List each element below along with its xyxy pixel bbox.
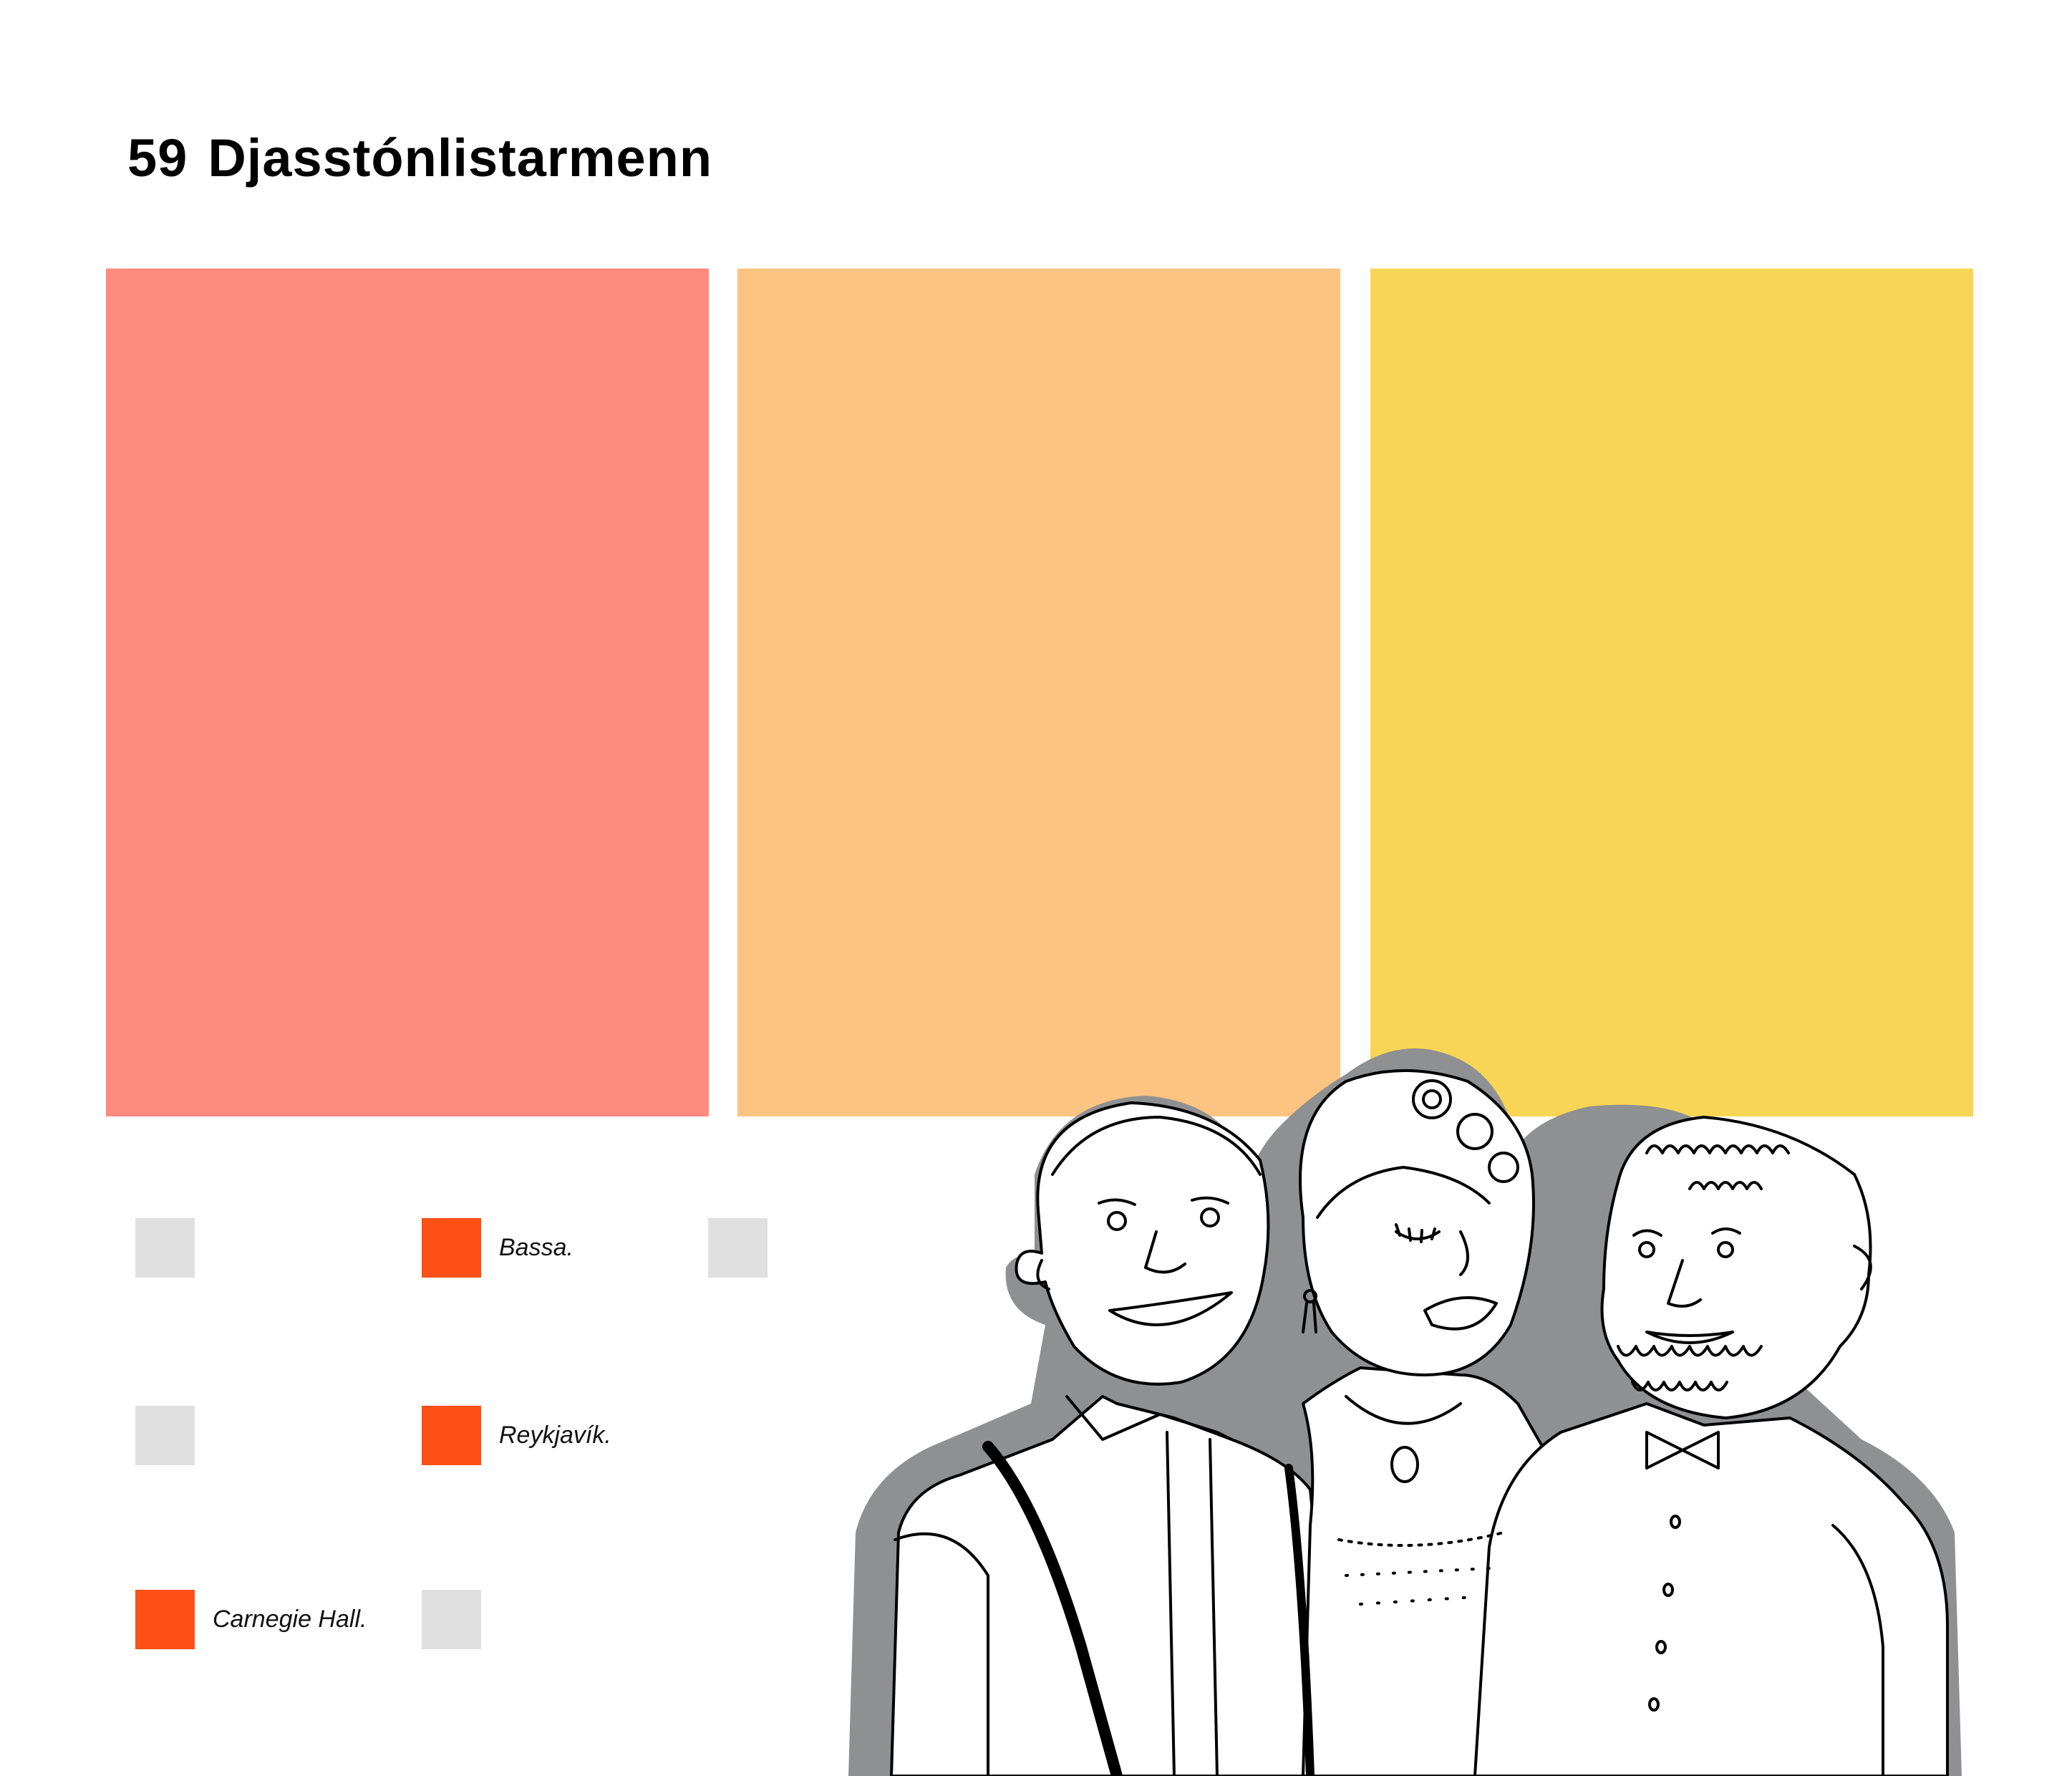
man1-body: [890, 1395, 1340, 1776]
option-checkbox-row1-col1[interactable]: [135, 1218, 195, 1278]
man3-eye-left: [1638, 1241, 1655, 1258]
page-title: 59 Djasstónlistarmenn: [127, 127, 712, 188]
man3-beard: [1617, 1345, 1763, 1357]
woman-earring: [1303, 1289, 1317, 1303]
man3-beard-2: [1631, 1381, 1728, 1391]
woman-pendant: [1390, 1446, 1419, 1483]
man1-ear: [1036, 1259, 1050, 1290]
man3-mouth: [1645, 1331, 1734, 1344]
option-label-reykjavik[interactable]: Reykjavík.: [499, 1422, 611, 1449]
man1-mouth: [1108, 1291, 1233, 1326]
man1-eye-right: [1200, 1207, 1220, 1227]
man3-body: [1473, 1402, 1949, 1776]
option-checkbox-row3-col2[interactable]: [422, 1590, 481, 1649]
man3-button-4: [1648, 1697, 1660, 1712]
man1-collar: [1065, 1395, 1233, 1441]
woman-nose: [1459, 1230, 1469, 1276]
man1-tie: [1166, 1431, 1219, 1776]
man3-hair-curls: [1645, 1144, 1790, 1154]
option-label-carnegie-hall[interactable]: Carnegie Hall.: [213, 1606, 367, 1633]
woman-curl-3: [1488, 1152, 1519, 1183]
man3-eye-right: [1717, 1241, 1734, 1258]
man1-head: [1015, 1101, 1270, 1386]
woman-necklace: [1345, 1395, 1462, 1425]
option-checkbox-row1-col2[interactable]: [422, 1218, 481, 1278]
man1-eye-left: [1107, 1211, 1127, 1231]
man1-suspender-right: [1284, 1464, 1315, 1776]
man3-brow-left: [1632, 1229, 1662, 1237]
page-number: 59: [127, 128, 188, 188]
man1-nose: [1144, 1230, 1186, 1274]
woman-dress-dots-2: [1359, 1596, 1476, 1606]
jazz-musicians-illustration: [848, 1048, 1962, 1776]
man3-head: [1600, 1116, 1872, 1419]
woman-curl-1-inner: [1422, 1089, 1442, 1109]
option-label-bassa[interactable]: Bassa.: [499, 1234, 573, 1261]
man3-ear: [1853, 1245, 1872, 1290]
man3-button-3: [1655, 1640, 1667, 1654]
color-panel-yellow[interactable]: [1370, 269, 1973, 1116]
man3-button-2: [1662, 1583, 1674, 1597]
color-panel-orange[interactable]: [737, 269, 1340, 1116]
man3-brow-right: [1711, 1227, 1741, 1235]
man3-button-1: [1670, 1515, 1681, 1529]
page-heading: Djasstónlistarmenn: [208, 128, 713, 188]
man3-nose: [1667, 1259, 1702, 1308]
woman-dress: [1337, 1531, 1505, 1547]
man1-brow-left: [1098, 1198, 1136, 1206]
option-checkbox-row3-col1[interactable]: [135, 1590, 195, 1649]
man3-sleeve: [1831, 1524, 1884, 1776]
woman-lips: [1423, 1296, 1498, 1331]
man1-sleeve: [894, 1532, 989, 1776]
man3-bowtie: [1645, 1431, 1720, 1469]
man3-hair-curls-2: [1688, 1181, 1763, 1190]
woman-curl-2: [1456, 1113, 1494, 1150]
woman-head: [1299, 1069, 1535, 1376]
color-panel-red[interactable]: [106, 269, 709, 1116]
man1-suspender-left: [982, 1441, 1123, 1776]
woman-hairline: [1316, 1166, 1491, 1219]
man1-brow-right: [1191, 1196, 1229, 1205]
man1-hair: [1051, 1116, 1262, 1176]
option-checkbox-row1-col3[interactable]: [708, 1218, 768, 1278]
woman-curl-1: [1412, 1079, 1452, 1119]
woman-lashes: [1395, 1223, 1436, 1243]
option-checkbox-row2-col1[interactable]: [135, 1406, 195, 1465]
option-checkbox-row2-col2[interactable]: [422, 1406, 481, 1465]
woman-earring-drop: [1302, 1302, 1317, 1333]
